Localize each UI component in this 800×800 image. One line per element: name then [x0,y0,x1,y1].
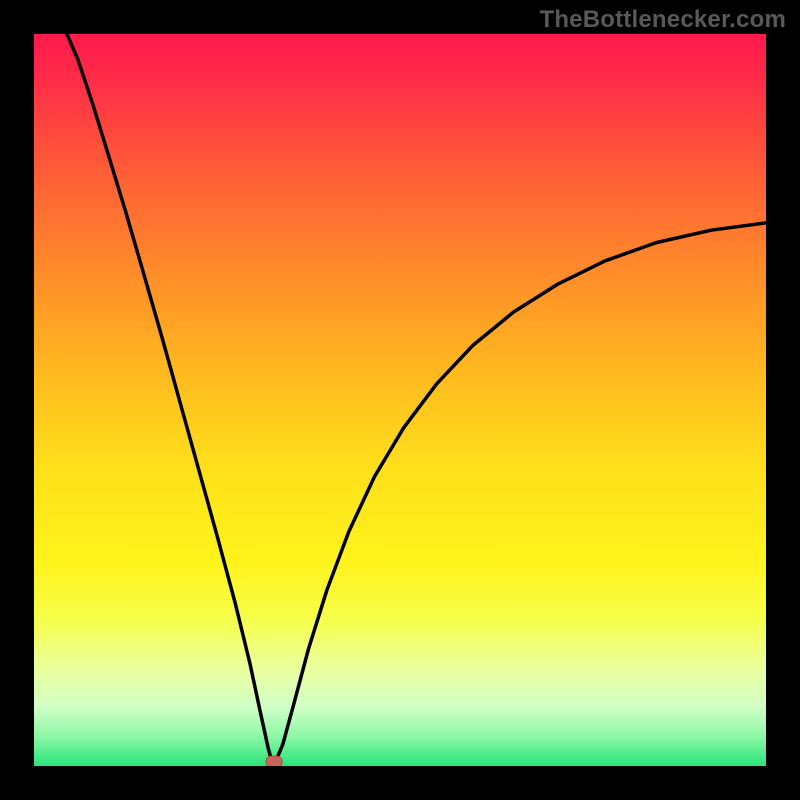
chart-frame: TheBottlenecker.com [0,0,800,800]
bottleneck-chart [0,0,800,800]
watermark-text: TheBottlenecker.com [539,6,786,34]
minimum-marker [266,756,282,767]
gradient-background [34,34,766,766]
